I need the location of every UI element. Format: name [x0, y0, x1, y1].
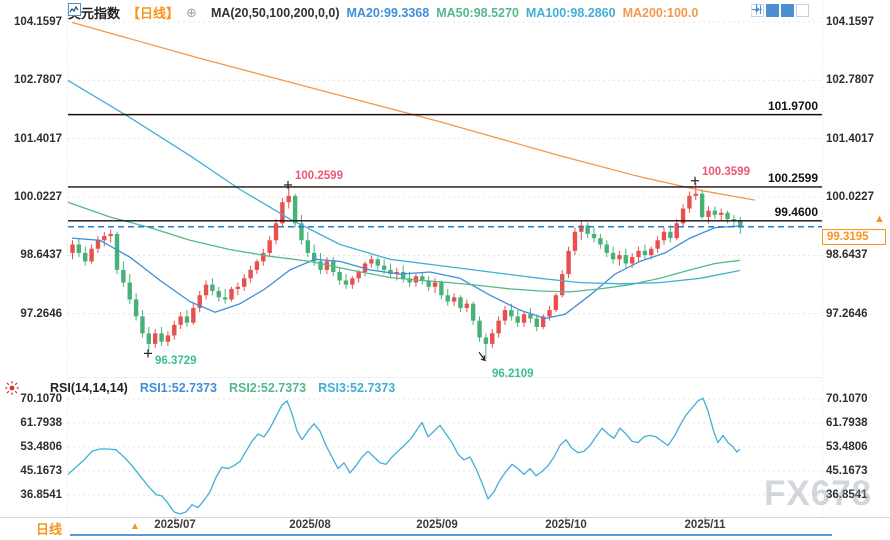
price-axis-label-left: 100.0227 [14, 190, 62, 203]
ma100-value: MA100:98.2860 [525, 5, 616, 20]
extreme-price-annotation: 96.3729 [155, 355, 197, 368]
chart-header: 美元指数 【日线】 ⊕ MA(20,50,100,200,0,0) MA20:9… [68, 3, 698, 22]
rsi-axis-label-left: 36.8541 [20, 489, 62, 501]
price-axis-label-right: 97.2646 [826, 307, 868, 320]
price-axis-label-right: 98.6437 [826, 249, 868, 262]
scrollbar[interactable] [70, 534, 832, 536]
jump-to-latest-icon[interactable] [752, 4, 809, 17]
rsi-axis-label-right: 45.1673 [826, 465, 868, 477]
ma200-value: MA200:100.0 [622, 5, 699, 20]
rsi-axis-label-right: 61.7938 [826, 417, 868, 429]
level-price-label: 101.9700 [767, 98, 818, 113]
ma50-value: MA50:98.5270 [436, 5, 519, 20]
price-axis-label-left: 104.1597 [14, 16, 62, 28]
rsi1-value: RSI1:52.7373 [139, 381, 217, 395]
rsi-axis-label-right: 70.1070 [826, 393, 868, 405]
rsi-axis-label-left: 53.4806 [20, 441, 62, 453]
symbol-name: 美元指数 [68, 6, 121, 21]
circle-plus-icon[interactable]: ⊕ [186, 4, 197, 20]
price-up-arrow: ▲ [874, 213, 885, 225]
rsi-axis-label-left: 70.1070 [20, 393, 62, 405]
ma20-value: MA20:99.3368 [346, 5, 430, 20]
date-axis-label: 2025/07 [154, 519, 196, 531]
period-selector-label: 日线 [36, 522, 63, 537]
date-axis-label: 2025/11 [684, 519, 726, 531]
price-axis-label-right: 101.4017 [826, 132, 874, 145]
price-axis-label-left: 98.6437 [20, 249, 62, 262]
rsi-axis-label-left: 61.7938 [20, 417, 62, 429]
chevron-up-icon: ▲ [130, 521, 140, 532]
period-tag[interactable]: 【日线】 [127, 6, 180, 21]
period-selector[interactable]: 日线 ▲ [36, 519, 140, 538]
date-axis-label: 2025/08 [289, 519, 331, 531]
level-price-label: 100.2599 [767, 170, 818, 185]
price-scale-icon[interactable] [751, 4, 794, 17]
rsi-axis-label-right: 36.8541 [826, 489, 868, 501]
price-axis-label-left: 101.4017 [14, 132, 62, 145]
price-axis-label-right: 102.7807 [826, 74, 874, 87]
price-axis-label-left: 102.7807 [14, 74, 62, 87]
chart-toolbar [751, 4, 809, 17]
axis-scale-icon[interactable] [751, 4, 779, 17]
extreme-price-annotation: 100.3599 [702, 165, 750, 178]
time-axis: 日线 ▲ 2025/07 2025/08 2025/09 2025/10 2025/11 [0, 518, 890, 537]
price-axis-label-right: 104.1597 [826, 16, 874, 28]
date-axis-label: 2025/10 [545, 519, 587, 531]
watermark-logo: FX678 [764, 474, 873, 513]
rsi-settings-label: RSI(14,14,14) [50, 381, 128, 395]
rsi2-value: RSI2:52.7373 [228, 381, 307, 395]
extreme-price-annotation: 96.2109 [492, 368, 534, 381]
ma-settings-label: MA(20,50,100,200,0,0) [210, 5, 340, 20]
date-axis-label: 2025/09 [416, 519, 458, 531]
rsi-axis-label-left: 45.1673 [20, 465, 62, 477]
price-axis-label-right: 100.0227 [826, 190, 874, 203]
price-axis-label-left: 97.2646 [20, 307, 62, 320]
level-price-label: 99.4600 [774, 204, 818, 219]
extreme-price-annotation: 100.2599 [295, 169, 343, 182]
rsi3-value: RSI3:52.7373 [318, 381, 396, 395]
current-price-tag: 99.3195 [822, 229, 886, 245]
rsi-header: RSI(14,14,14) RSI1:52.7373 RSI2:52.7373 … [0, 381, 395, 395]
rsi-axis-label-right: 53.4806 [826, 441, 868, 453]
